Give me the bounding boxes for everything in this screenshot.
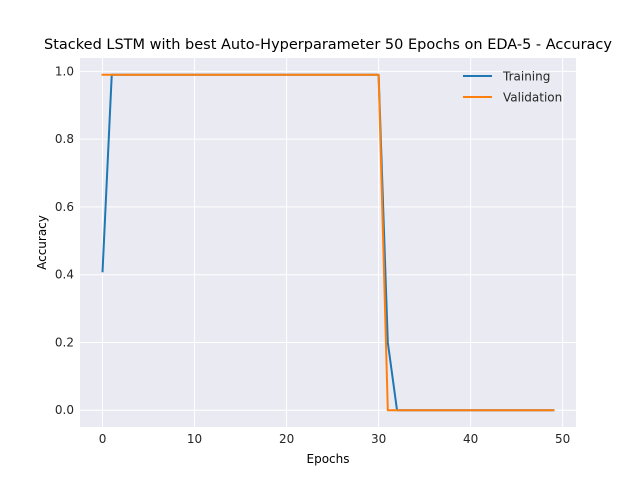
grid xyxy=(80,58,576,427)
series-lines xyxy=(101,73,555,412)
y-tick-label: 1.0 xyxy=(55,64,74,78)
y-tick-label: 0.4 xyxy=(55,268,74,282)
y-axis-label: Accuracy xyxy=(35,215,49,270)
x-tick-label: 10 xyxy=(187,432,202,446)
series-line-validation xyxy=(101,73,555,412)
legend-label-validation: Validation xyxy=(503,91,562,105)
x-tick-label: 20 xyxy=(279,432,294,446)
legend: Training Validation xyxy=(463,70,562,105)
x-axis-label: Epochs xyxy=(307,452,350,466)
y-tick-label: 0.2 xyxy=(55,335,74,349)
y-tick-labels: 0.0 0.2 0.4 0.6 0.8 1.0 xyxy=(55,64,74,417)
y-tick-label: 0.8 xyxy=(55,132,74,146)
x-tick-label: 0 xyxy=(99,432,107,446)
plot-area xyxy=(80,58,576,427)
legend-label-training: Training xyxy=(502,70,550,84)
x-tick-label: 50 xyxy=(555,432,570,446)
x-tick-labels: 0 10 20 30 40 50 xyxy=(99,432,571,446)
y-tick-label: 0.0 xyxy=(55,403,74,417)
x-tick-label: 40 xyxy=(463,432,478,446)
chart-title: Stacked LSTM with best Auto-Hyperparamet… xyxy=(44,37,612,53)
x-tick-label: 30 xyxy=(371,432,386,446)
y-tick-label: 0.6 xyxy=(55,200,74,214)
